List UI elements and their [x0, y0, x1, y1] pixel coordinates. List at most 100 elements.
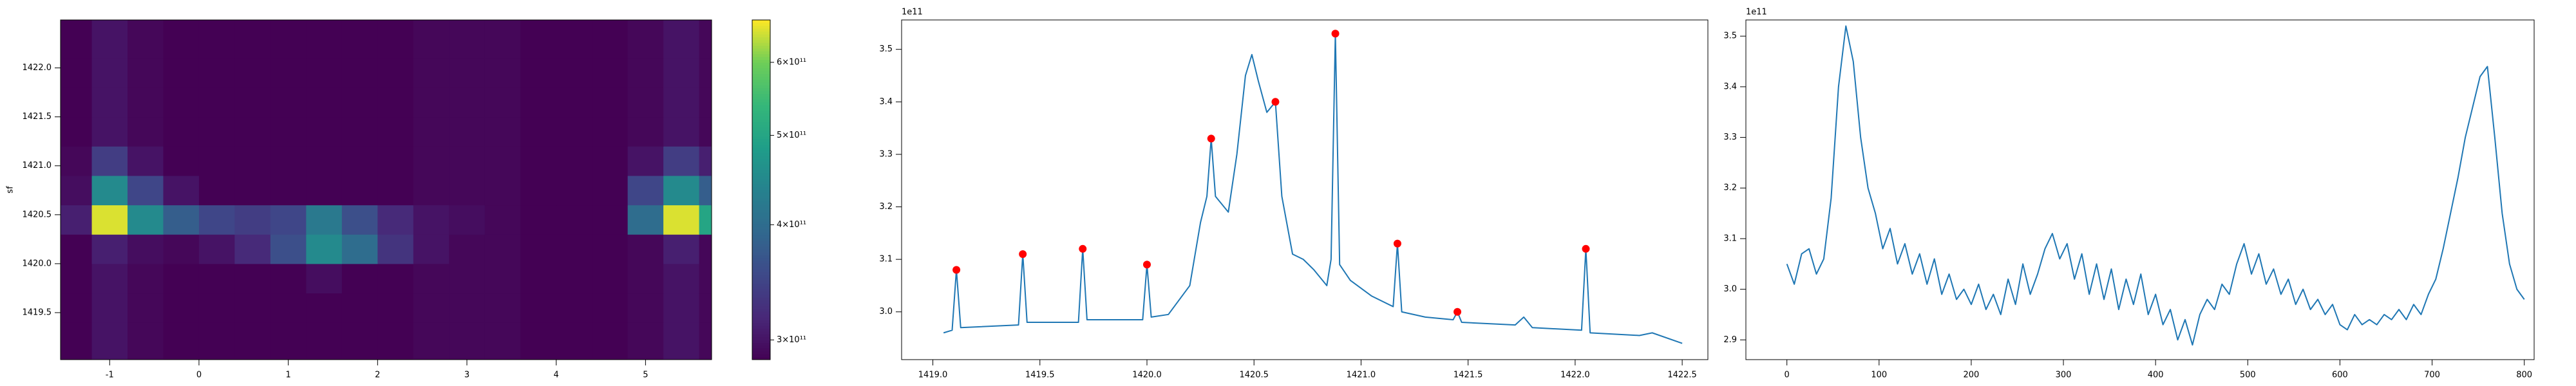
heatmap-cell: [61, 293, 93, 323]
heatmap-cell: [484, 146, 521, 176]
heatmap-cell: [377, 146, 414, 176]
heatmap-cell: [306, 234, 343, 264]
y-tick-label: 1419.5: [23, 308, 52, 317]
x-tick-label: 2: [375, 371, 380, 380]
colorbar-strip: [752, 221, 770, 225]
heatmap-cell: [198, 175, 235, 206]
x-tick-label: 5: [643, 371, 648, 380]
colorbar-strip: [752, 42, 770, 46]
colorbar-strip: [752, 156, 770, 160]
colorbar-strip: [752, 144, 770, 148]
colorbar-strip: [752, 62, 770, 66]
colorbar-strip: [752, 48, 770, 51]
heatmap-cell: [556, 205, 592, 235]
heatmap-cell: [128, 58, 164, 88]
heatmap-cell: [128, 146, 164, 176]
heatmap-cell: [377, 263, 414, 294]
colorbar-strip: [752, 204, 770, 207]
heatmap-cell: [341, 175, 378, 206]
heatmap-cell: [91, 293, 128, 323]
peak-marker: [1331, 30, 1340, 38]
colorbar-strip: [752, 201, 770, 205]
heatmap-cell: [627, 175, 664, 206]
heatmap-cell: [377, 205, 414, 235]
heatmap-cell: [198, 263, 235, 294]
heatmap-cell: [234, 175, 271, 206]
x-tick-label: 1419.5: [1025, 371, 1055, 380]
heatmap-cell: [592, 263, 629, 294]
heatmap-cell: [128, 205, 164, 235]
colorbar-strip: [752, 102, 770, 106]
heatmap-cell: [306, 87, 343, 118]
colorbar-strip: [752, 308, 770, 312]
colorbar-strip: [752, 243, 770, 247]
heatmap-cell: [163, 234, 200, 264]
data-line: [1786, 25, 2525, 346]
heatmap-cell: [270, 263, 307, 294]
x-tick-label: 1421.5: [1454, 371, 1483, 380]
x-tick-label: 0: [196, 371, 202, 380]
colorbar-strip: [752, 37, 770, 41]
colorbar-strip: [752, 198, 770, 202]
heatmap-cell: [341, 58, 378, 88]
heatmap-cell: [377, 58, 414, 88]
colorbar-strip: [752, 317, 770, 320]
heatmap-cell: [341, 146, 378, 176]
x-tick-label: 1421.0: [1347, 371, 1376, 380]
x-tick-label: 4: [554, 371, 559, 380]
heatmap-cell: [413, 58, 450, 88]
heatmap-cell: [699, 146, 712, 176]
colorbar-strip: [752, 291, 770, 295]
y-tick-label: 1422.0: [23, 63, 52, 73]
y-tick-label: 3.4: [879, 97, 893, 107]
heatmap-cell: [699, 87, 712, 118]
colorbar-strip: [752, 266, 770, 270]
colorbar-frame: [752, 19, 771, 360]
colorbar-strip: [752, 269, 770, 273]
colorbar-strip: [752, 303, 770, 306]
heatmap-cell: [61, 234, 93, 264]
colorbar-strip: [752, 164, 770, 168]
heatmap-cell: [699, 20, 712, 59]
heatmap-cell: [198, 293, 235, 323]
colorbar-strip: [752, 85, 770, 89]
y-tick-label: 1421.5: [23, 112, 52, 122]
colorbar-strip: [752, 300, 770, 304]
heatmap-cell: [198, 116, 235, 147]
heatmap-cell: [234, 205, 271, 235]
heatmap-cell: [627, 58, 664, 88]
heatmap-cell: [128, 234, 164, 264]
colorbar-strip: [752, 105, 770, 108]
heatmap-cell: [484, 87, 521, 118]
heatmap-cell: [198, 58, 235, 88]
heatmap-cell: [163, 116, 200, 147]
heatmap-cell: [520, 234, 557, 264]
colorbar-strip: [752, 241, 770, 244]
heatmap-cell: [413, 116, 450, 147]
colorbar-strip: [752, 342, 770, 346]
heatmap-cell: [234, 263, 271, 294]
heatmap-cell: [413, 322, 450, 360]
heatmap-cell: [449, 234, 486, 264]
x-tick-label: 100: [1871, 371, 1887, 380]
axis-offset-label: 1e11: [1746, 8, 1767, 17]
heatmap-cell: [91, 205, 128, 235]
heatmap-cell: [306, 58, 343, 88]
heatmap-cell: [627, 87, 664, 118]
x-tick-label: 1420.5: [1239, 371, 1269, 380]
colorbar-strip: [752, 170, 770, 174]
colorbar-strip: [752, 93, 770, 97]
heatmap-cell: [699, 263, 712, 294]
colorbar-strip: [752, 283, 770, 287]
x-tick-label: 1420.0: [1132, 371, 1162, 380]
colorbar-strip: [752, 331, 770, 335]
peak-marker: [1582, 244, 1590, 253]
colorbar-strip: [752, 45, 770, 49]
y-tick-label: 3.1: [1723, 234, 1737, 243]
heatmap-cell: [163, 175, 200, 206]
heatmap-cell: [306, 146, 343, 176]
heatmap-cell: [484, 205, 521, 235]
colorbar-strip: [752, 326, 770, 329]
heatmap-cell: [449, 175, 486, 206]
colorbar-strip: [752, 289, 770, 292]
